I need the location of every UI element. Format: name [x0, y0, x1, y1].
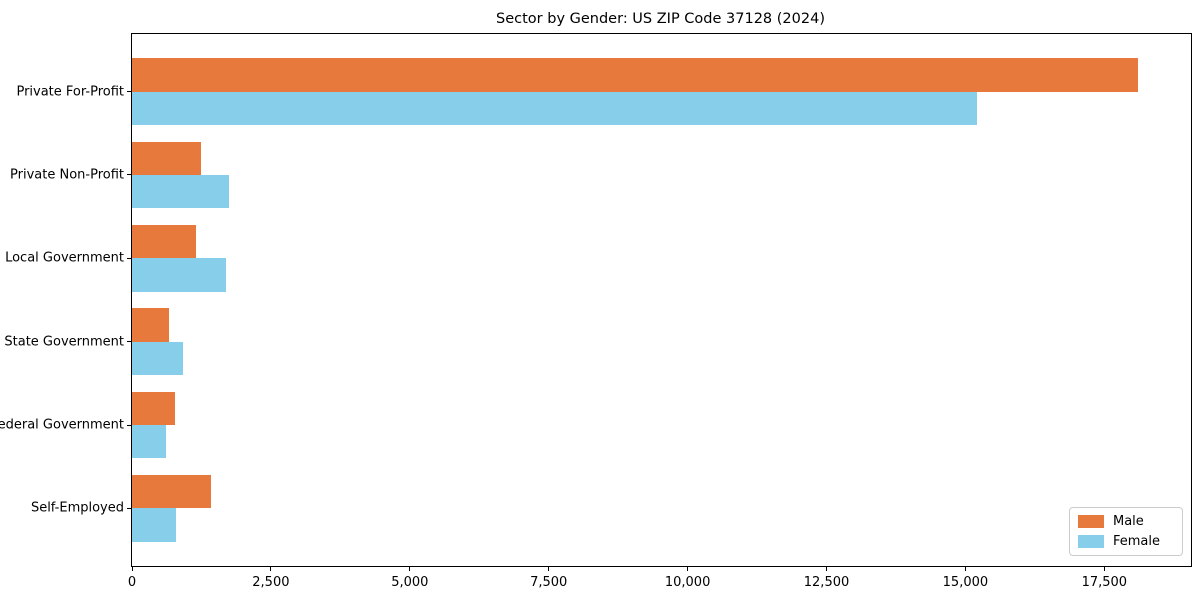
- x-tick-mark: [131, 567, 133, 571]
- x-tick-mark: [826, 567, 828, 571]
- x-tick-label-2500: 2,500: [252, 575, 290, 590]
- legend-entry-female: Female: [1077, 534, 1172, 549]
- bar-male-state-government: [132, 308, 169, 342]
- bar-female-private-for-profit: [132, 91, 977, 125]
- legend-entry-male: Male: [1077, 514, 1172, 529]
- x-tick-mark: [1103, 567, 1105, 571]
- y-tick-mark: [127, 424, 131, 426]
- x-tick-label-15000: 15,000: [942, 575, 989, 590]
- x-tick-label-17500: 17,500: [1081, 575, 1128, 590]
- legend-label-female: Female: [1112, 534, 1160, 549]
- x-tick-mark: [409, 567, 411, 571]
- chart-title: Sector by Gender: US ZIP Code 37128 (202…: [496, 11, 825, 27]
- bar-male-local-government: [132, 224, 196, 259]
- y-tick-label-private-non-profit: Private Non-Profit: [10, 167, 124, 183]
- plot-area: Private For-Profit Private Non-Profit Loca…: [0, 33, 1192, 590]
- y-tick-label-self-employed: Self-Employed: [30, 500, 124, 516]
- legend-swatch-male: [1077, 515, 1104, 528]
- x-tick-label-5000: 5,000: [391, 575, 429, 590]
- y-tick-label-local-government: Local Government: [5, 250, 124, 266]
- y-tick-mark: [127, 91, 131, 93]
- y-tick-label-federal-government: Federal Government: [0, 417, 124, 433]
- y-tick-mark: [127, 257, 131, 259]
- bar-female-local-government: [132, 258, 227, 292]
- x-tick-label-0: 0: [127, 575, 137, 590]
- x-tick-mark: [964, 567, 966, 571]
- legend-label-male: Male: [1112, 514, 1144, 529]
- bar-male-private-for-profit: [132, 58, 1138, 92]
- legend: Male Female: [1068, 507, 1183, 556]
- legend-swatch-female: [1077, 535, 1104, 548]
- bar-male-self-employed: [132, 475, 212, 509]
- y-tick-label-private-for-profit: Private For-Profit: [16, 84, 124, 100]
- bar-female-federal-government: [132, 425, 166, 459]
- y-tick-mark: [127, 174, 131, 176]
- x-tick-label-7500: 7,500: [530, 575, 568, 590]
- x-tick-label-12500: 12,500: [803, 575, 850, 590]
- bar-female-state-government: [132, 341, 184, 376]
- x-tick-mark: [270, 567, 272, 571]
- bar-female-private-non-profit: [132, 174, 230, 209]
- y-tick-mark: [127, 507, 131, 509]
- y-tick-label-state-government: State Government: [4, 334, 124, 350]
- y-tick-mark: [127, 341, 131, 343]
- x-tick-label-10000: 10,000: [664, 575, 711, 590]
- bar-male-federal-government: [132, 391, 176, 426]
- x-tick-mark: [687, 567, 689, 571]
- bar-male-private-non-profit: [132, 141, 202, 175]
- bar-female-self-employed: [132, 508, 177, 542]
- x-tick-mark: [548, 567, 550, 571]
